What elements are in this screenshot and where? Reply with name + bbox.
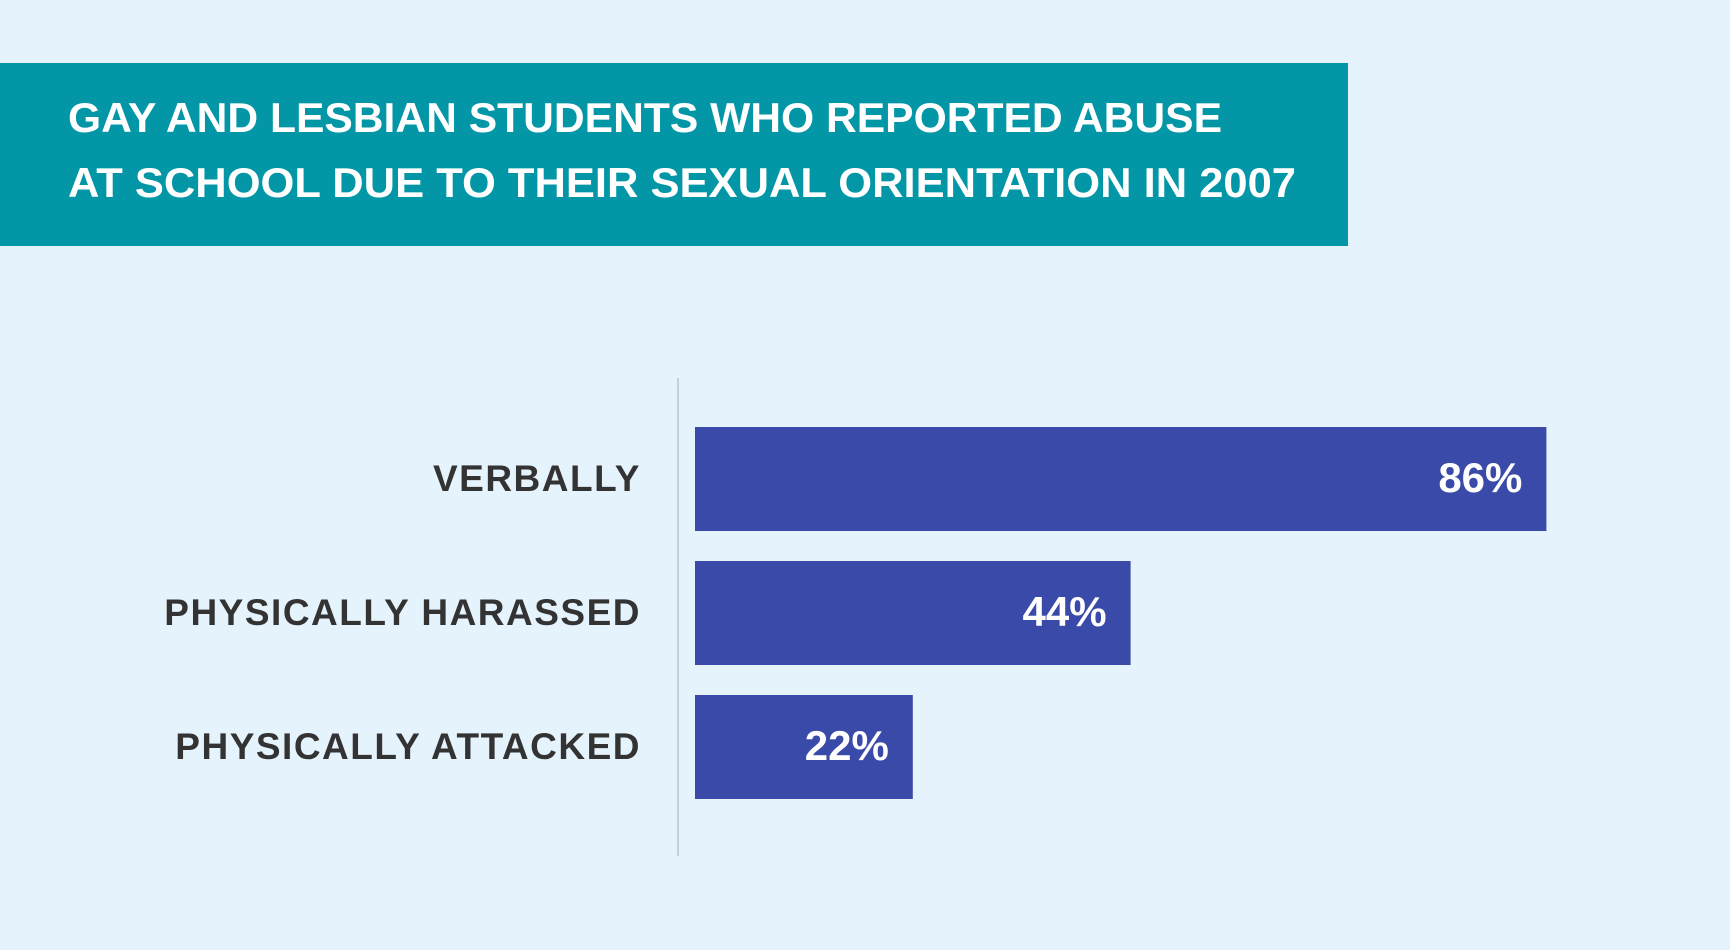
value-label: 44% xyxy=(1023,588,1107,635)
category-label: PHYSICALLY ATTACKED xyxy=(175,726,641,767)
category-label: PHYSICALLY HARASSED xyxy=(164,592,641,633)
bar xyxy=(695,427,1547,531)
chart-title: AT SCHOOL DUE TO THEIR SEXUAL ORIENTATIO… xyxy=(68,159,1296,206)
bar xyxy=(695,695,913,799)
bar xyxy=(695,561,1131,665)
title-banner xyxy=(0,63,1348,246)
value-label: 22% xyxy=(805,722,889,769)
chart-title: GAY AND LESBIAN STUDENTS WHO REPORTED AB… xyxy=(68,94,1222,141)
category-label: VERBALLY xyxy=(433,458,641,499)
value-label: 86% xyxy=(1438,454,1522,501)
